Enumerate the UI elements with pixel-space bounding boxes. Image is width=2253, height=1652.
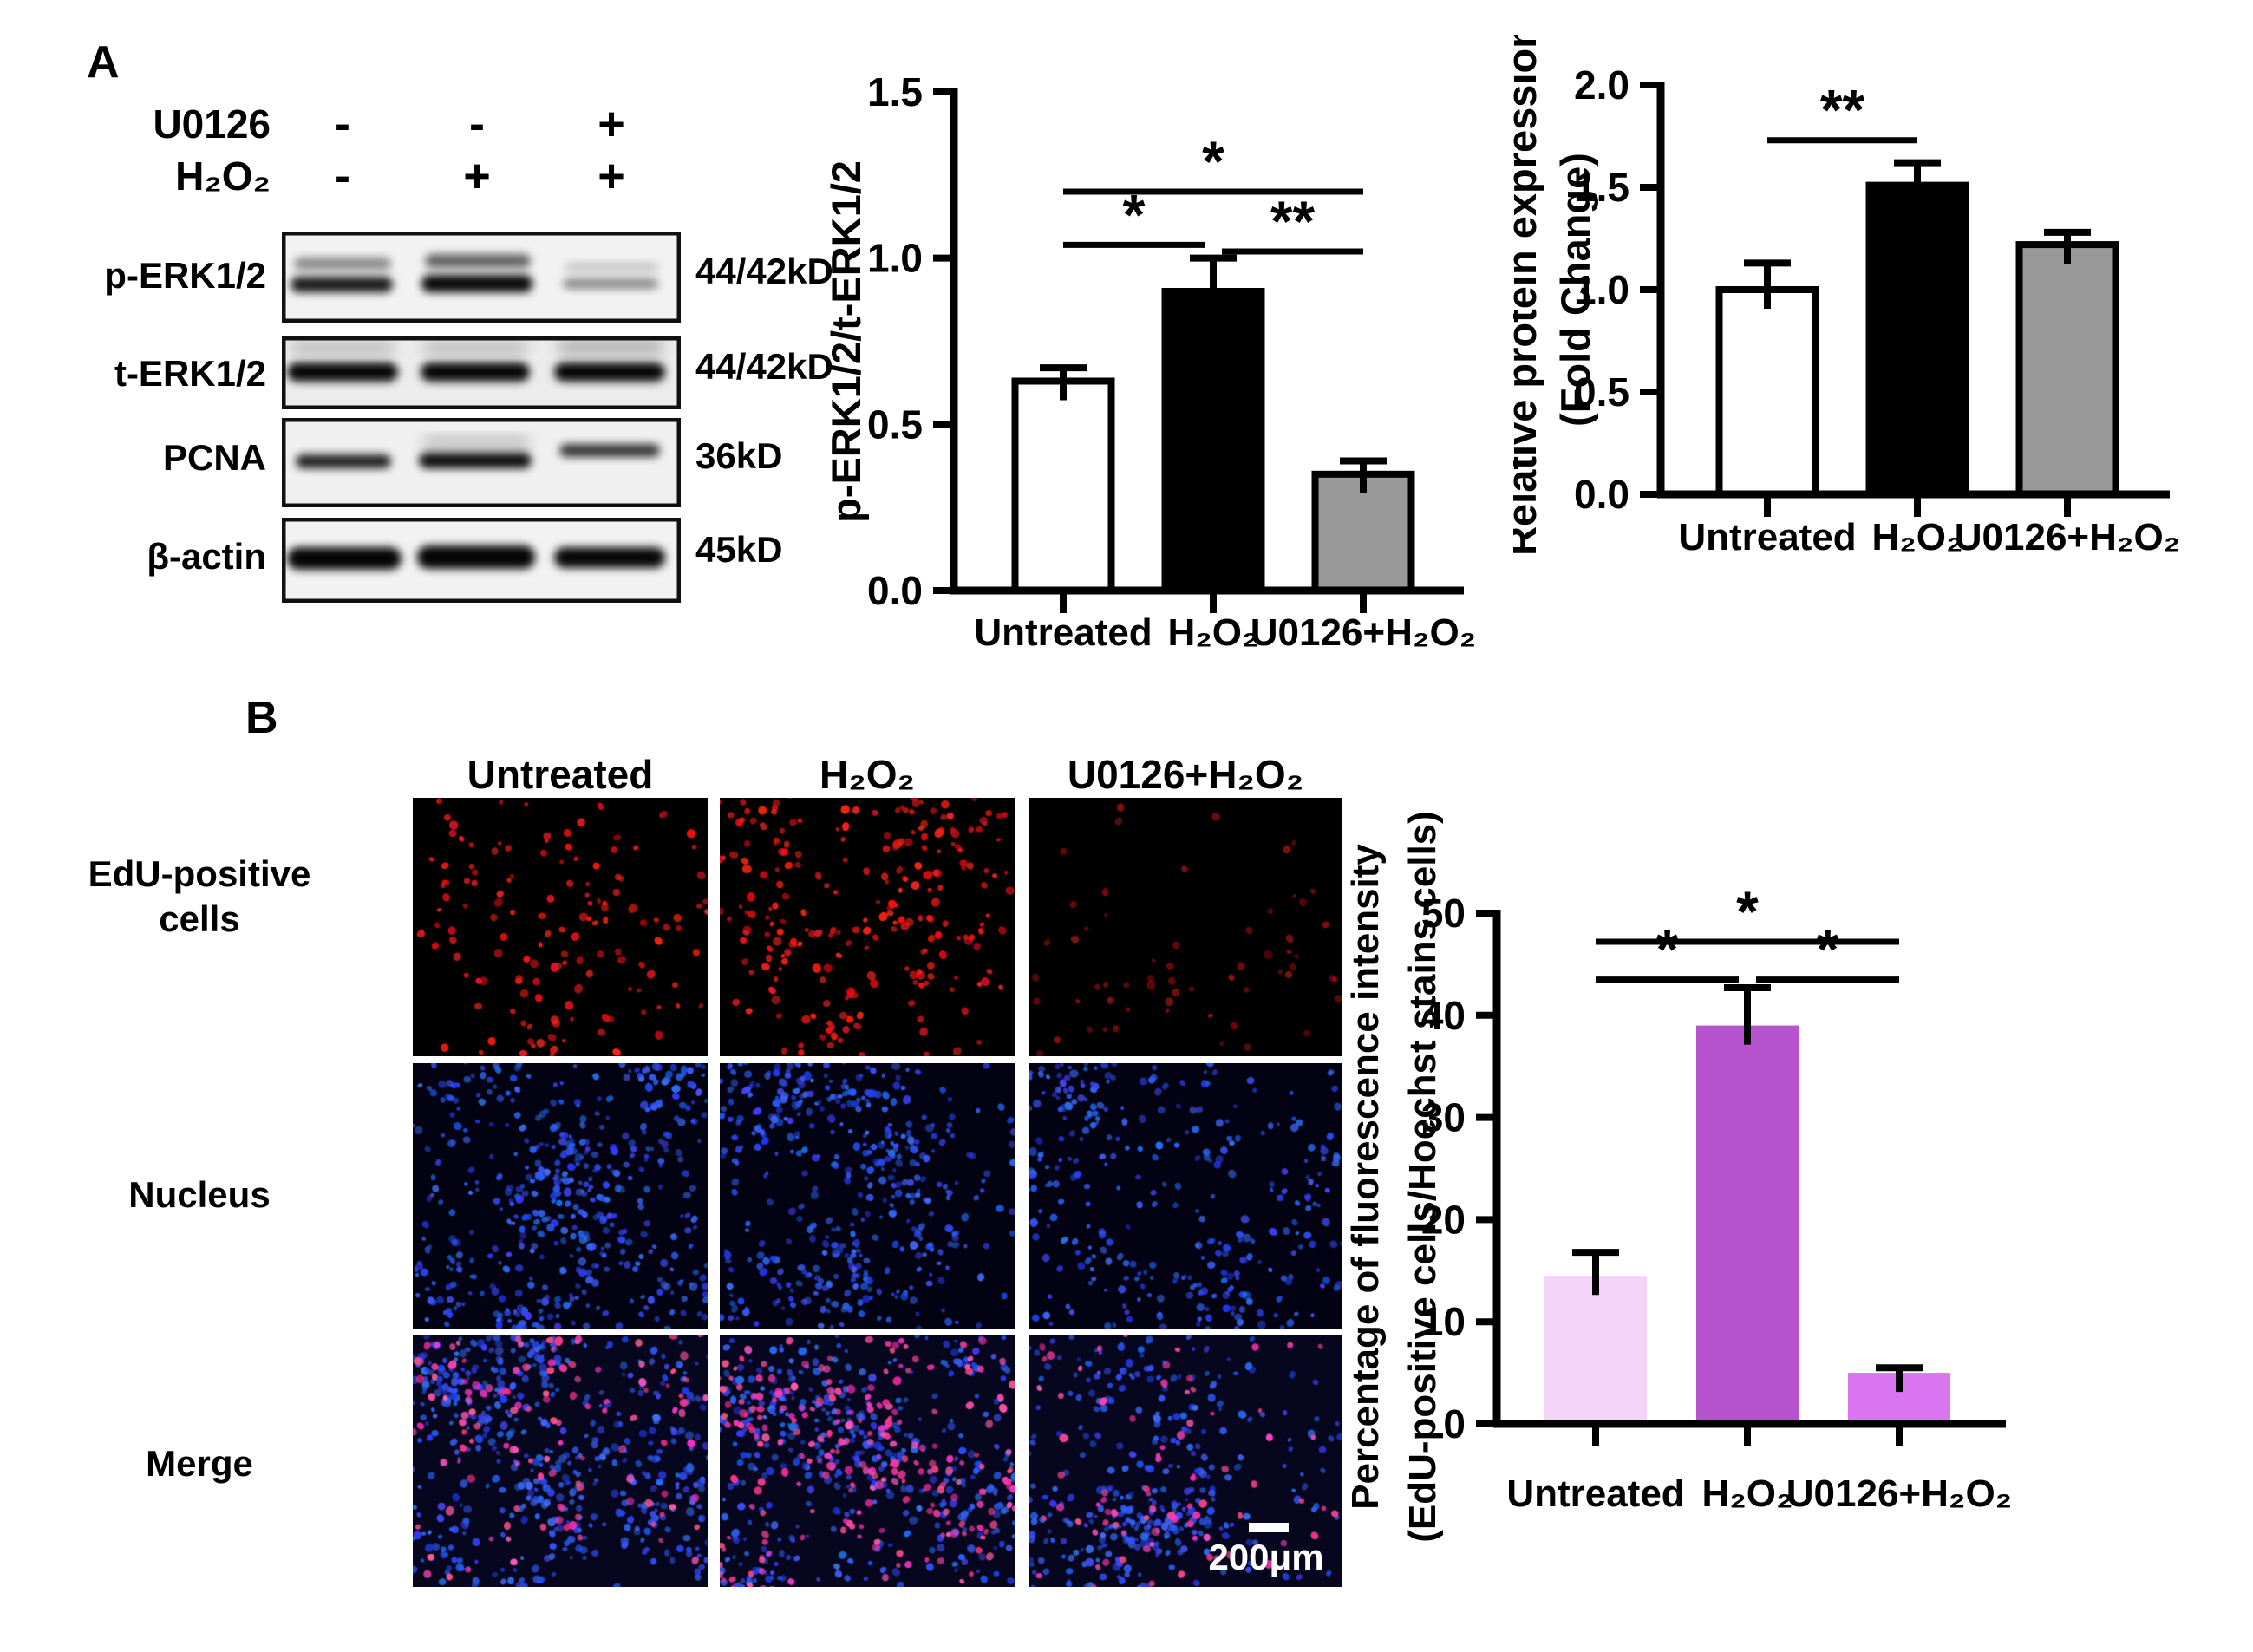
svg-text:20: 20 — [1421, 1197, 1466, 1242]
micro-row-label-line: Merge — [146, 1443, 253, 1484]
svg-text:0.0: 0.0 — [867, 568, 923, 613]
svg-text:Untreated: Untreated — [1678, 516, 1856, 558]
svg-text:0.5: 0.5 — [1574, 369, 1629, 415]
svg-text:(Fold Change): (Fold Change) — [1552, 153, 1598, 427]
micro-image-nucleus-h2o2 — [720, 1063, 1015, 1329]
blot-image-p-erk12 — [282, 232, 681, 323]
micro-image-merge-untreated — [413, 1335, 708, 1587]
micro-image-nucleus-untreated — [413, 1063, 708, 1329]
micro-image-edu-untreated — [413, 798, 708, 1056]
svg-text:U0126+H₂O₂: U0126+H₂O₂ — [1955, 516, 2180, 558]
svg-text:50: 50 — [1421, 891, 1466, 936]
treatment-sign: + — [463, 150, 491, 202]
svg-text:10: 10 — [1421, 1299, 1466, 1344]
svg-text:U0126+H₂O₂: U0126+H₂O₂ — [1786, 1472, 2012, 1515]
scale-bar — [1249, 1523, 1289, 1532]
svg-text:1.5: 1.5 — [1574, 165, 1629, 210]
svg-text:1.0: 1.0 — [867, 236, 923, 281]
svg-text:1.0: 1.0 — [1574, 267, 1629, 312]
svg-text:Untreated: Untreated — [974, 611, 1152, 654]
micro-image-merge-u0126-h2o2 — [1029, 1335, 1342, 1587]
blot-kd-label: 44/42kD — [695, 251, 833, 291]
micro-column-header-untreated: Untreated — [467, 752, 654, 797]
blot-kd-label: 44/42kD — [695, 346, 833, 387]
blot-image-t-erk12 — [282, 336, 681, 409]
treatment-sign: + — [598, 98, 625, 150]
svg-text:U0126+H₂O₂: U0126+H₂O₂ — [1251, 611, 1476, 654]
svg-text:0.5: 0.5 — [867, 402, 923, 447]
svg-text:*: * — [1736, 879, 1759, 944]
blot-image-pcna — [282, 418, 681, 507]
svg-text:Percentage of fluorescence int: Percentage of fluorescence intensity — [1344, 844, 1387, 1510]
svg-text:30: 30 — [1421, 1095, 1466, 1140]
svg-text:*: * — [1817, 917, 1839, 982]
micro-image-edu-h2o2 — [720, 798, 1015, 1056]
blot-target-label: t-ERK1/2 — [114, 353, 266, 394]
treatment-sign: - — [335, 98, 350, 150]
svg-text:0: 0 — [1443, 1401, 1466, 1446]
svg-text:Untreated: Untreated — [1506, 1472, 1684, 1515]
blot-image-beta-actin — [282, 518, 681, 603]
svg-text:40: 40 — [1421, 993, 1466, 1038]
treatment-sign: + — [598, 150, 625, 202]
micro-image-nucleus-u0126-h2o2 — [1029, 1063, 1342, 1329]
treatment-name-h2o2: H₂O₂ — [175, 153, 271, 199]
treatment-sign: - — [335, 150, 350, 202]
micro-column-header-u0126-h2o2: U0126+H₂O₂ — [1067, 752, 1304, 797]
svg-text:*: * — [1656, 917, 1679, 982]
blot-kd-label: 45kD — [695, 529, 783, 570]
blot-target-label: PCNA — [162, 437, 266, 478]
svg-text:H₂O₂: H₂O₂ — [1871, 516, 1962, 558]
treatment-name-u0126: U0126 — [153, 101, 271, 147]
svg-text:**: ** — [1270, 189, 1316, 253]
svg-text:(EdU-positive cells/Hoechst st: (EdU-positive cells/Hoechst stains cells… — [1401, 811, 1444, 1543]
svg-text:1.5: 1.5 — [867, 69, 923, 114]
blot-kd-label: 36kD — [695, 435, 783, 476]
micro-image-edu-u0126-h2o2 — [1029, 798, 1342, 1056]
blot-target-label: β-actin — [147, 536, 266, 577]
svg-text:2.0: 2.0 — [1574, 62, 1629, 108]
panel-a-label: A — [87, 37, 120, 88]
micro-column-header-h2o2: H₂O₂ — [820, 752, 915, 797]
svg-text:H₂O₂: H₂O₂ — [1701, 1472, 1793, 1515]
micro-row-label-line: cells — [159, 898, 240, 939]
micro-row-label-edu: EdU-positive cells — [48, 852, 351, 942]
treatment-sign: - — [469, 98, 485, 150]
panel-b-label: B — [245, 693, 278, 743]
svg-text:0.0: 0.0 — [1574, 472, 1629, 517]
svg-text:p-ERK1/2/t-ERK1/2: p-ERK1/2/t-ERK1/2 — [823, 160, 869, 523]
svg-text:*: * — [1202, 129, 1224, 193]
blot-target-label: p-ERK1/2 — [104, 255, 266, 296]
svg-text:**: ** — [1820, 78, 1865, 142]
scale-bar-label: 200μm — [1208, 1537, 1324, 1577]
micro-image-merge-h2o2 — [720, 1335, 1015, 1587]
svg-text:H₂O₂: H₂O₂ — [1167, 611, 1258, 654]
micro-row-label-merge: Merge — [48, 1441, 351, 1486]
svg-text:Relative protein expression: Relative protein expression — [1513, 35, 1544, 556]
micro-row-label-line: EdU-positive — [88, 853, 311, 894]
micro-row-label-line: Nucleus — [128, 1174, 271, 1215]
micro-row-label-nucleus: Nucleus — [48, 1172, 351, 1218]
